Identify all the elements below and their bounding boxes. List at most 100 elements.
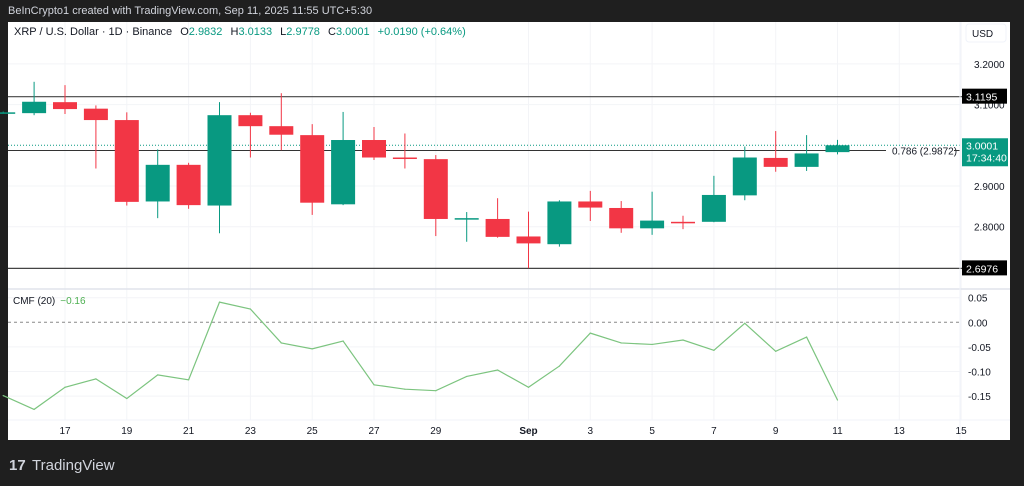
candle-body: [300, 135, 325, 203]
cmf-point: [157, 374, 159, 376]
tradingview-logo: 17 TradingView: [9, 457, 115, 474]
symbol-title: XRP / U.S. Dollar · 1D · Binance: [14, 26, 172, 38]
candle-body: [485, 218, 510, 237]
candle: [207, 102, 232, 234]
time-tick-label: 17: [59, 426, 71, 437]
candle-body: [331, 140, 356, 205]
cmf-point: [404, 388, 406, 390]
fib-label: 0.786 (2.9872): [892, 147, 957, 158]
cmf-point: [33, 408, 35, 410]
branding-label: TradingView: [32, 457, 115, 474]
candle-body: [145, 164, 170, 202]
cmf-point: [775, 350, 777, 352]
cmf-tick-label: -0.05: [968, 343, 991, 354]
legend: XRP / U.S. Dollar · 1D · Binance O2.9832…: [14, 26, 466, 38]
cmf-point: [2, 395, 4, 397]
candle-body: [763, 157, 788, 167]
close-value: 3.0001: [336, 26, 370, 38]
candle-body: [22, 101, 47, 114]
cmf-point: [682, 339, 684, 341]
candle: [578, 190, 603, 222]
candle: [392, 133, 417, 169]
time-tick-label: 29: [430, 426, 442, 437]
time-tick-label: 9: [773, 426, 779, 437]
price-tick-label: 2.9000: [974, 182, 1005, 193]
price-tick-label: 2.8000: [974, 223, 1005, 234]
price-tick-label: 3.1000: [974, 101, 1005, 112]
currency-button[interactable]: USD: [965, 23, 1007, 43]
candle: [145, 149, 170, 219]
cmf-point: [744, 322, 746, 324]
candle-body: [362, 140, 386, 158]
candle-body: [671, 221, 695, 224]
time-tick-label: Sep: [519, 426, 537, 437]
candle: [640, 191, 665, 235]
candle: [732, 146, 757, 201]
candle-body: [825, 145, 850, 153]
close-label: C: [328, 26, 336, 38]
cmf-legend: CMF (20) −0.16: [13, 296, 86, 307]
svg-text:CMF (20)−0.16: CMF (20) −0.16: [13, 296, 86, 307]
candle-body: [794, 153, 819, 167]
cmf-point: [620, 342, 622, 344]
cmf-point: [64, 386, 66, 388]
candle-body: [609, 207, 634, 229]
last-price-label: 3.0001: [966, 140, 998, 152]
cmf-pane[interactable]: [2, 301, 960, 411]
time-tick-label: 25: [307, 426, 319, 437]
candle: [83, 105, 108, 169]
cmf-point: [527, 386, 530, 388]
candle-body: [83, 108, 108, 121]
price-tick-label: 3.2000: [974, 60, 1005, 71]
cmf-point: [373, 384, 375, 386]
candle: [516, 211, 541, 269]
cmf-tick-label: 0.00: [968, 318, 988, 329]
cmf-point: [280, 342, 282, 344]
cmf-point: [342, 340, 344, 342]
time-tick-label: 11: [832, 426, 843, 437]
last-price-badge: [962, 138, 1008, 167]
change-value: +0.0190 (+0.64%): [378, 26, 466, 38]
cmf-point: [218, 301, 221, 303]
open-value: 2.9832: [189, 26, 223, 38]
candle: [362, 126, 386, 160]
level-price-badge: [962, 260, 1007, 276]
cmf-tick-label: -0.10: [968, 368, 991, 379]
level-price-label: 2.6976: [966, 263, 998, 275]
cmf-point: [558, 365, 561, 367]
cmf-point: [589, 332, 591, 334]
candle: [547, 200, 572, 247]
cmf-point: [188, 379, 190, 381]
level-price-label: 3.1195: [966, 92, 997, 104]
cmf-point: [126, 397, 128, 400]
candle: [0, 111, 16, 114]
candle-body: [0, 112, 16, 114]
candle-body: [516, 236, 541, 244]
axes[interactable]: 17 19 21 23 25 27 29 Sep 3 5 7 9 11 13 15 3.2000 3.1000 2…: [59, 60, 1008, 437]
candle: [701, 175, 726, 223]
candle: [238, 112, 263, 158]
cmf-line: [2, 301, 839, 411]
time-tick-label: 13: [894, 426, 906, 437]
time-tick-label: 21: [183, 426, 195, 437]
candle-body: [547, 201, 572, 245]
cmf-point: [651, 343, 653, 346]
high-label: H: [230, 26, 238, 38]
price-pane[interactable]: 0.786 (2.9872): [0, 81, 962, 269]
candle-body: [454, 218, 479, 220]
cmf-point: [466, 375, 468, 378]
candle: [609, 201, 634, 233]
time-tick-label: 19: [121, 426, 133, 437]
candle-body: [392, 157, 417, 160]
currency-label: USD: [972, 29, 993, 40]
candle: [794, 135, 819, 171]
time-tick-label: 23: [245, 426, 257, 437]
cmf-point: [713, 349, 715, 351]
cmf-point: [311, 348, 313, 350]
cmf-point: [249, 308, 251, 310]
cmf-point: [836, 399, 839, 401]
low-value: 2.9778: [286, 26, 320, 38]
candle: [485, 198, 510, 238]
candle: [763, 131, 788, 172]
